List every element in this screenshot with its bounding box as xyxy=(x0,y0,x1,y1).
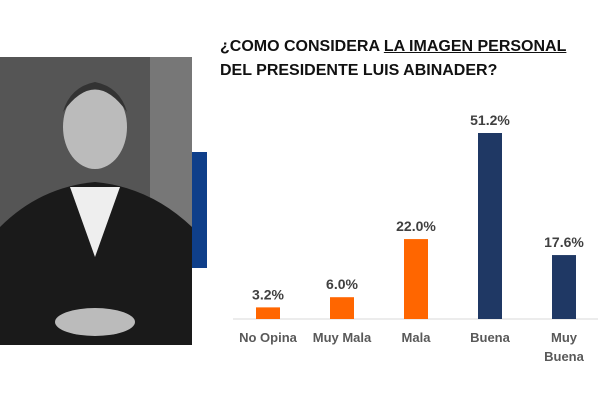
data-label: 51.2% xyxy=(470,112,510,128)
category-label: Buena xyxy=(470,330,511,345)
bar-mala xyxy=(404,239,428,319)
data-label: 3.2% xyxy=(252,286,284,302)
president-photo xyxy=(0,57,192,345)
title-prefix: ¿COMO CONSIDERA xyxy=(220,38,384,55)
data-label: 22.0% xyxy=(396,218,436,234)
title-underlined: LA IMAGEN PERSONAL xyxy=(383,38,567,55)
bar-muy-mala xyxy=(330,297,354,319)
accent-bar xyxy=(192,152,207,268)
bar-muy-buena xyxy=(552,255,576,319)
data-label: 6.0% xyxy=(326,276,358,292)
category-label: Buena xyxy=(544,349,585,364)
data-label: 17.6% xyxy=(544,234,584,250)
portrait-illustration xyxy=(0,57,192,345)
category-label: No Opina xyxy=(239,330,298,345)
bar-no-opina xyxy=(256,307,280,319)
category-label: Mala xyxy=(402,330,432,345)
chart-title-line1: ¿COMO CONSIDERA LA IMAGEN PERSONAL xyxy=(220,37,566,57)
bar-buena xyxy=(478,133,502,319)
chart-title-line2: DEL PRESIDENTE LUIS ABINADER? xyxy=(220,62,498,79)
category-label: Muy xyxy=(551,330,578,345)
category-label: Muy Mala xyxy=(313,330,372,345)
